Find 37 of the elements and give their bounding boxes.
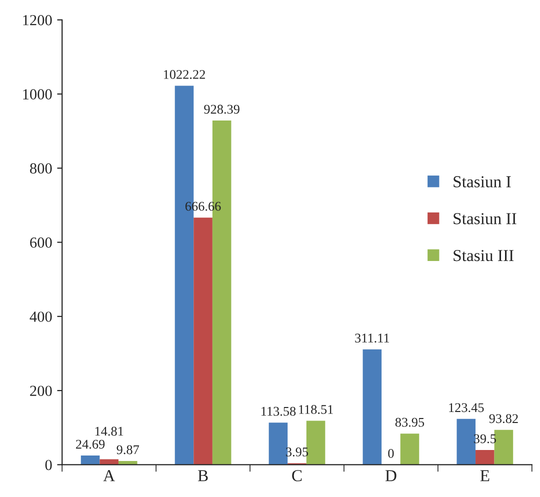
y-tick-label: 0 <box>45 460 52 470</box>
data-label: 311.11 <box>355 334 390 343</box>
bar <box>494 430 514 465</box>
bar <box>306 420 326 465</box>
bar <box>100 459 118 465</box>
y-tick-label: 800 <box>30 163 52 174</box>
data-label: 93.82 <box>489 414 518 424</box>
legend-label: Stasiu III <box>454 250 514 262</box>
data-label: 1022.22 <box>164 70 205 79</box>
bar <box>400 434 420 465</box>
data-label: 14.81 <box>95 426 124 436</box>
y-tick-label: 200 <box>30 386 52 396</box>
x-tick-label: B <box>198 470 208 482</box>
bar <box>362 349 382 465</box>
y-tick-label: 1000 <box>23 89 52 100</box>
bar <box>194 218 212 465</box>
data-label: 83.95 <box>395 418 424 427</box>
y-tick-label: 400 <box>30 312 52 322</box>
bar <box>476 450 494 465</box>
data-label: 24.69 <box>76 440 105 449</box>
data-label: 113.58 <box>261 406 296 416</box>
y-tick-label: 600 <box>30 237 52 248</box>
legend-label: Stasiun I <box>454 176 511 188</box>
x-tick-label: E <box>480 470 490 482</box>
x-tick-label: A <box>103 470 115 482</box>
x-tick-label: C <box>292 470 302 482</box>
data-label: 118.51 <box>299 405 333 414</box>
y-tick-label: 1200 <box>23 15 52 26</box>
bar <box>268 422 288 465</box>
data-label: 928.39 <box>204 104 240 114</box>
bar <box>456 418 476 465</box>
legend-label: Stasiun II <box>454 213 516 224</box>
x-tick-label: D <box>385 470 396 482</box>
data-label: 123.45 <box>449 403 484 412</box>
data-label: 0 <box>388 448 394 458</box>
data-label: 9.87 <box>116 445 140 454</box>
bar <box>80 456 100 465</box>
